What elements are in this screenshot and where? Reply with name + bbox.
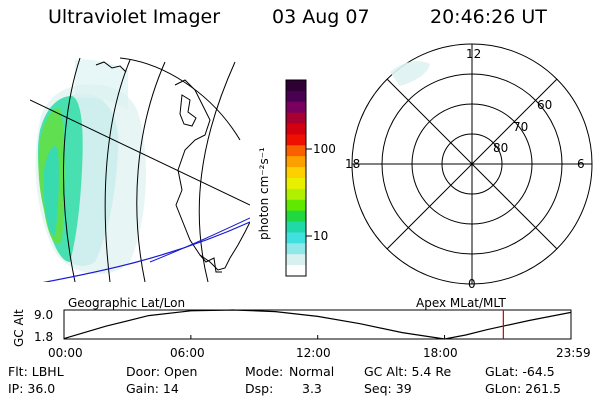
mlt-6-label: 6 (577, 157, 585, 171)
colorbar-label: photon cm⁻²s⁻¹ (257, 147, 271, 240)
mlat-60-label: 60 (537, 98, 553, 112)
mlt-0-label: 0 (468, 277, 476, 291)
dsp-key: Dsp: (245, 381, 274, 396)
glon-label: GLon: 261.5 (485, 381, 561, 396)
colorbar-band (286, 178, 306, 190)
date-label: 03 Aug 07 (272, 6, 370, 28)
mlat-80-label: 80 (493, 141, 509, 155)
colorbar-band (286, 221, 306, 233)
colorbar-band (286, 167, 306, 179)
colorbar-tick-10: 10 (313, 229, 329, 243)
mlt-18-label: 18 (345, 157, 361, 171)
x-tick-0600: 06:00 (170, 346, 205, 360)
mode-value: Normal (289, 364, 335, 379)
colorbar-band (286, 145, 306, 157)
colorbar-band (286, 134, 306, 146)
altitude-ticks (63, 335, 572, 339)
ip-label: IP: 36.0 (8, 381, 56, 396)
colorbar-frame (285, 79, 307, 277)
gain-label: Gain: 14 (126, 381, 179, 396)
altitude-frame (63, 309, 572, 340)
polar-aurora (390, 61, 430, 86)
polar-grid (351, 43, 593, 285)
colorbar-band (286, 156, 306, 168)
colorbar-band (286, 80, 306, 92)
colorbar-band (286, 254, 306, 266)
filter-label: Flt: LBHL (8, 364, 64, 379)
dsp-value: 3.3 (302, 381, 322, 396)
colorbar-band (286, 123, 306, 135)
colorbar (286, 80, 306, 277)
mode-key: Mode: (245, 364, 284, 379)
colorbar-band (286, 232, 306, 244)
colorbar-band (286, 90, 306, 103)
x-tick-0000: 00:00 (48, 346, 83, 360)
gc-alt-label: GC Alt: 5.4 Re (364, 364, 452, 379)
y-tick-9: 9.0 (34, 308, 54, 322)
x-tick-1200: 12:00 (296, 346, 331, 360)
colorbar-band (286, 243, 306, 255)
x-tick-2359: 23:59 (556, 346, 591, 360)
x-tick-1800: 18:00 (423, 346, 458, 360)
colorbar-band (286, 112, 306, 125)
colorbar-band (286, 210, 306, 223)
colorbar-tick-100: 100 (313, 142, 336, 156)
colorbar-band (286, 265, 306, 277)
geographic-panel (30, 57, 250, 282)
time-label: 20:46:26 UT (430, 6, 547, 28)
geographic-label: Geographic Lat/Lon (68, 296, 186, 310)
seq-label: Seq: 39 (364, 381, 412, 396)
altitude-ylabel: GC Alt (12, 309, 26, 347)
instrument-title: Ultraviolet Imager (48, 6, 221, 28)
mlt-12-label: 12 (466, 47, 482, 61)
y-tick-1-8: 1.8 (34, 330, 54, 344)
colorbar-band (286, 101, 306, 114)
colorbar-band (286, 199, 306, 212)
mlat-70-label: 70 (513, 120, 529, 134)
altitude-line (63, 309, 572, 340)
apex-label: Apex MLat/MLT (416, 296, 506, 310)
colorbar-band (286, 188, 306, 201)
door-label: Door: Open (126, 364, 198, 379)
glat-label: GLat: -64.5 (485, 364, 555, 379)
